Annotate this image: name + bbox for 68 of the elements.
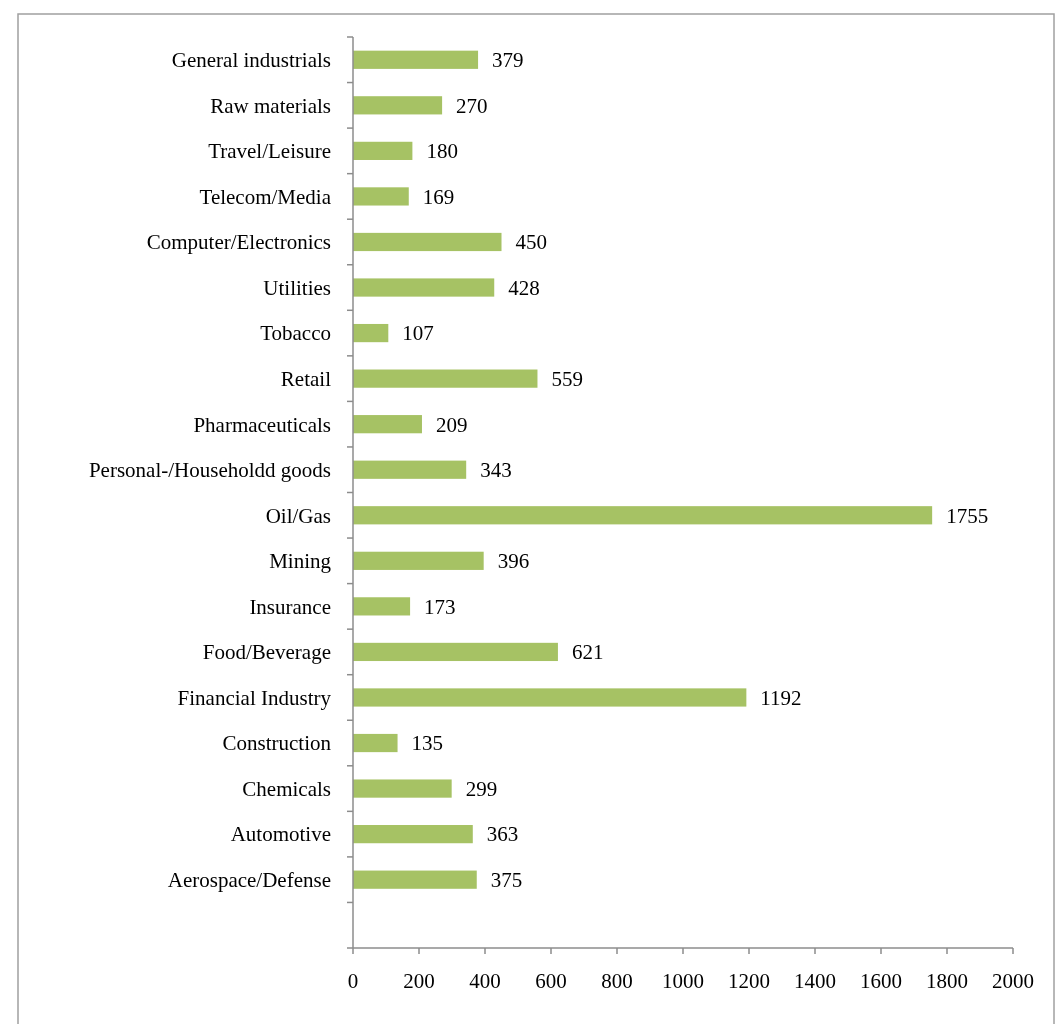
data-label: 450: [515, 230, 547, 255]
data-label: 621: [571, 640, 604, 665]
data-label: 173: [424, 594, 456, 619]
x-tick-label: 1800: [926, 969, 968, 993]
y-tick-label: Computer/Electronics: [146, 230, 331, 255]
data-label: 180: [426, 139, 458, 164]
y-tick-label: Food/Beverage: [202, 640, 331, 665]
bar: [353, 187, 409, 206]
x-tick-label: 400: [469, 969, 501, 993]
y-tick-label: Automotive: [230, 822, 331, 847]
y-tick-label: Personal-/Householdd goods: [88, 458, 331, 483]
y-tick-label: Oil/Gas: [265, 503, 331, 528]
data-label: 299: [465, 776, 498, 801]
bar: [353, 50, 479, 69]
y-tick-label: Mining: [269, 549, 332, 574]
y-tick-label: Travel/Leisure: [208, 139, 331, 164]
bar: [353, 369, 538, 388]
y-tick-label: General industrials: [171, 48, 331, 73]
bar: [353, 551, 484, 570]
bar: [353, 779, 452, 798]
data-label: 270: [456, 93, 488, 118]
bar: [353, 506, 933, 525]
data-label: 107: [402, 321, 434, 346]
x-tick-label: 2000: [992, 969, 1034, 993]
x-tick-label: 600: [535, 969, 567, 993]
data-label: 1192: [760, 685, 802, 710]
data-label: 169: [422, 184, 455, 209]
data-label: 559: [551, 366, 583, 391]
data-label: 209: [435, 412, 468, 437]
y-tick-label: Insurance: [249, 594, 331, 619]
bar: [353, 323, 389, 343]
bar: [353, 597, 411, 616]
data-label: 343: [480, 458, 512, 483]
bar: [353, 642, 558, 662]
y-tick-label: Aerospace/Defense: [167, 868, 331, 893]
x-tick-label: 200: [403, 969, 435, 993]
data-label: 1755: [946, 503, 989, 528]
bar: [353, 460, 467, 479]
y-tick-label: Telecom/Media: [199, 184, 332, 209]
bar: [353, 141, 413, 160]
bar: [353, 415, 422, 434]
x-tick-label: 800: [601, 969, 633, 993]
y-tick-label: Pharmaceuticals: [193, 412, 331, 437]
data-label: 396: [497, 549, 530, 574]
bar: [353, 825, 473, 844]
data-label: 135: [411, 731, 444, 756]
y-tick-label: Retail: [280, 366, 332, 391]
x-tick-label: 0: [347, 969, 359, 993]
y-tick-label: Raw materials: [210, 93, 331, 118]
bar: [353, 96, 443, 115]
x-tick-label: 1000: [662, 969, 704, 993]
data-label: 428: [508, 275, 540, 300]
data-label: 375: [490, 868, 523, 893]
bar: [353, 733, 398, 753]
y-tick-label: Tobacco: [260, 321, 331, 346]
x-tick-label: 1600: [860, 969, 902, 993]
bar: [353, 232, 502, 252]
bar: [353, 870, 477, 889]
x-tick-label: 1400: [794, 969, 836, 993]
data-label: 363: [486, 822, 519, 847]
y-tick-label: Construction: [222, 731, 332, 756]
x-tick-label: 1200: [728, 969, 770, 993]
data-label: 379: [492, 48, 524, 73]
y-tick-label: Financial Industry: [177, 685, 332, 710]
y-tick-label: Chemicals: [242, 776, 331, 801]
y-tick-label: Utilities: [263, 275, 331, 300]
bar: [353, 278, 495, 297]
bar: [353, 688, 747, 707]
